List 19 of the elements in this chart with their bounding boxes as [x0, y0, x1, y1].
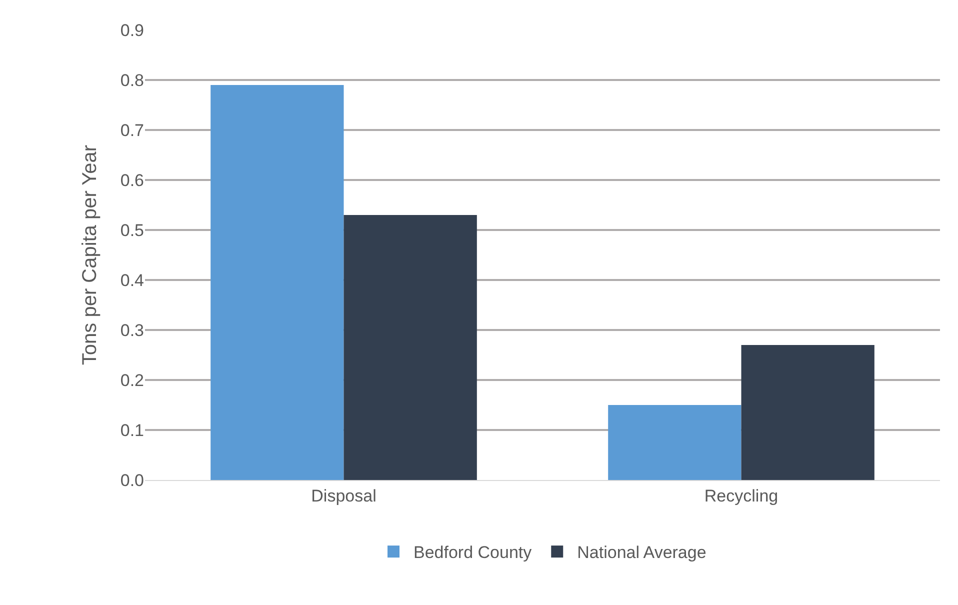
text: 0.0 — [120, 470, 144, 490]
y-tick-label: 0.7 — [120, 120, 144, 140]
y-tick-label: 0.5 — [120, 220, 144, 240]
x-tick-label: Recycling — [704, 486, 778, 506]
y-tick-label: 0.9 — [120, 20, 144, 40]
y-tick-label: 0.3 — [120, 320, 144, 340]
legend-label: Bedford County — [414, 543, 532, 562]
y-tick-label: 0.6 — [120, 170, 144, 190]
bar — [741, 345, 874, 480]
y-tick-label: 0.2 — [120, 370, 144, 390]
legend-label: National Average — [577, 543, 706, 562]
bar — [210, 85, 344, 480]
y-tick-label: 0.4 — [120, 270, 144, 290]
y-axis-title: Tons per Capita per Year — [78, 144, 101, 366]
y-tick-label: 0.8 — [120, 70, 144, 90]
y-tick-label: 0.1 — [120, 420, 144, 440]
bar — [344, 215, 477, 480]
x-tick-label: Disposal — [311, 486, 376, 506]
bar — [608, 405, 742, 480]
